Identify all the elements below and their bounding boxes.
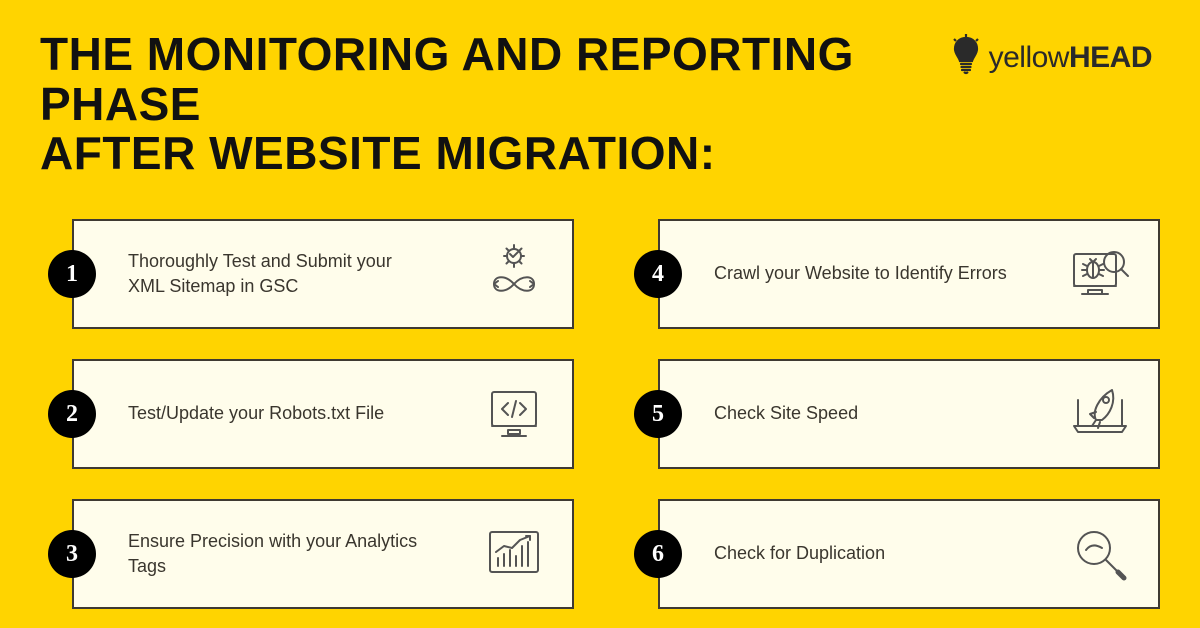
card-3-text: Ensure Precision with your Analytics Tag… bbox=[128, 529, 428, 579]
rocket-laptop-icon bbox=[1068, 382, 1132, 446]
card-4-text: Crawl your Website to Identify Errors bbox=[714, 261, 1007, 286]
code-monitor-icon bbox=[482, 382, 546, 446]
brand-logo: yellowHEAD bbox=[951, 34, 1152, 81]
lightbulb-icon bbox=[951, 34, 981, 81]
card-4-badge: 4 bbox=[634, 250, 682, 298]
logo-text: yellowHEAD bbox=[989, 41, 1152, 75]
card-3-badge: 3 bbox=[48, 530, 96, 578]
card-2-text: Test/Update your Robots.txt File bbox=[128, 401, 384, 426]
card-5: 5 Check Site Speed bbox=[634, 359, 1160, 469]
card-1-text: Thoroughly Test and Submit your XML Site… bbox=[128, 249, 428, 299]
card-2: 2 Test/Update your Robots.txt File bbox=[48, 359, 574, 469]
logo-word-2: HEAD bbox=[1069, 41, 1152, 74]
card-3-box: Ensure Precision with your Analytics Tag… bbox=[72, 499, 574, 609]
card-6-box: Check for Duplication bbox=[658, 499, 1160, 609]
card-2-box: Test/Update your Robots.txt File bbox=[72, 359, 574, 469]
magnifier-icon bbox=[1068, 522, 1132, 586]
page-title: THE MONITORING AND REPORTING PHASE AFTER… bbox=[40, 30, 890, 179]
card-1: 1 Thoroughly Test and Submit your XML Si… bbox=[48, 219, 574, 329]
card-5-text: Check Site Speed bbox=[714, 401, 858, 426]
card-1-box: Thoroughly Test and Submit your XML Site… bbox=[72, 219, 574, 329]
card-5-badge: 5 bbox=[634, 390, 682, 438]
bug-search-icon bbox=[1068, 242, 1132, 306]
card-4: 4 Crawl your Website to Identify Errors bbox=[634, 219, 1160, 329]
card-2-badge: 2 bbox=[48, 390, 96, 438]
infographic-page: THE MONITORING AND REPORTING PHASE AFTER… bbox=[0, 0, 1200, 628]
card-6: 6 Check for Duplication bbox=[634, 499, 1160, 609]
cards-grid: 1 Thoroughly Test and Submit your XML Si… bbox=[40, 219, 1160, 609]
title-line-1: THE MONITORING AND REPORTING PHASE bbox=[40, 28, 854, 130]
card-4-box: Crawl your Website to Identify Errors bbox=[658, 219, 1160, 329]
card-6-badge: 6 bbox=[634, 530, 682, 578]
card-1-badge: 1 bbox=[48, 250, 96, 298]
title-line-2: AFTER WEBSITE MIGRATION: bbox=[40, 127, 716, 179]
card-3: 3 Ensure Precision with your Analytics T… bbox=[48, 499, 574, 609]
gear-infinity-icon bbox=[482, 242, 546, 306]
card-5-box: Check Site Speed bbox=[658, 359, 1160, 469]
analytics-chart-icon bbox=[482, 522, 546, 586]
logo-word-1: yellow bbox=[989, 41, 1069, 74]
card-6-text: Check for Duplication bbox=[714, 541, 885, 566]
